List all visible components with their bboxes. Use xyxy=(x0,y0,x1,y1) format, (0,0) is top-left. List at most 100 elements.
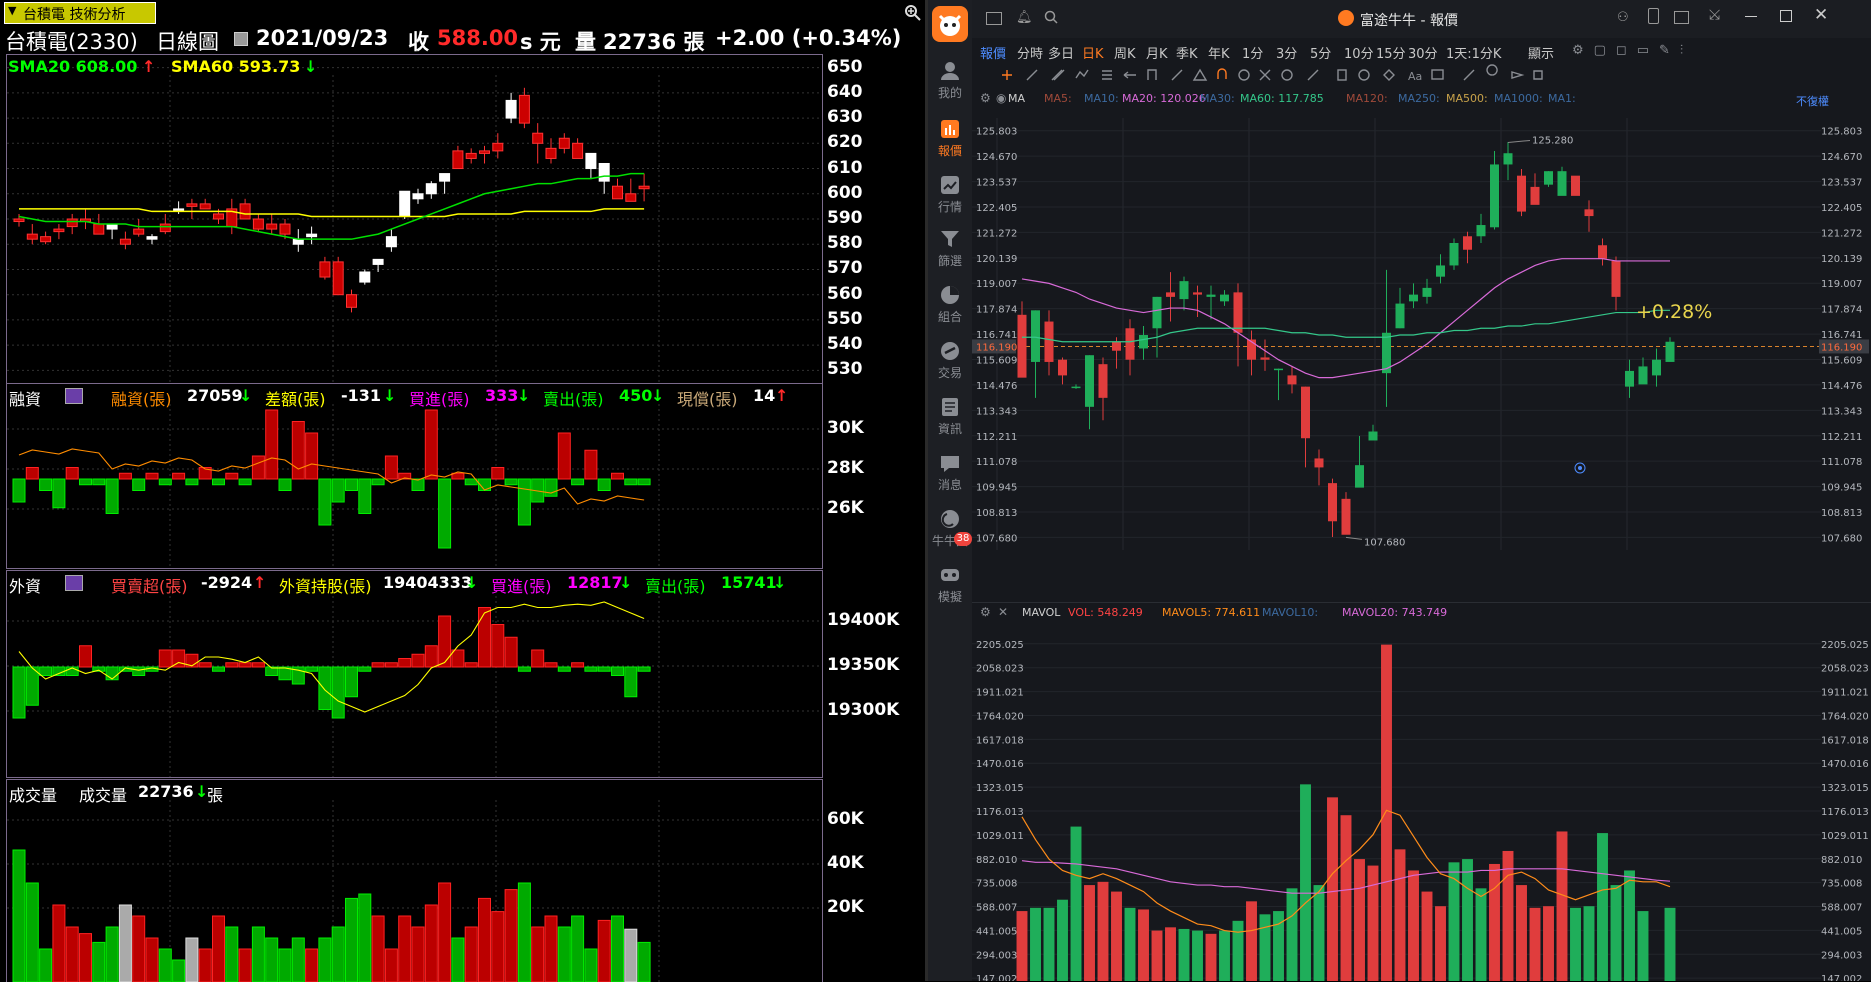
settings-icon[interactable]: ⚙ xyxy=(980,91,991,105)
period-tab[interactable]: 顯示 xyxy=(1528,47,1555,62)
ma-legend-item[interactable]: MA60: 117.785 xyxy=(1240,92,1324,105)
search-icon[interactable] xyxy=(1044,9,1058,28)
price-tick-right: 122.405 xyxy=(1821,203,1862,214)
pin-icon[interactable]: ⤩ xyxy=(1709,7,1721,23)
close-icon[interactable]: ✕ xyxy=(998,605,1009,619)
period-tab[interactable]: 15分 xyxy=(1376,47,1406,62)
price-chart[interactable] xyxy=(7,55,822,383)
volume-chart[interactable] xyxy=(7,780,822,982)
toolbar-icons[interactable]: ⚙▢◻▭✎⫶ xyxy=(1572,43,1694,58)
close-icon[interactable]: ✕ xyxy=(1814,5,1829,25)
candle-body xyxy=(306,233,318,238)
ma-legend-item[interactable]: MA10: xyxy=(1084,92,1119,105)
ma-legend-item[interactable]: MA500: xyxy=(1446,92,1488,105)
candle-body xyxy=(638,185,650,190)
ma-legend-item[interactable]: MA5: xyxy=(1044,92,1072,105)
ma-legend-item[interactable]: MA1000: xyxy=(1494,92,1543,105)
ma-legend-item[interactable]: MA250: xyxy=(1398,92,1440,105)
bell-icon[interactable]: 🔔︎ xyxy=(1016,10,1033,25)
foreign-bar xyxy=(637,666,651,672)
layout-icon[interactable] xyxy=(986,12,1002,25)
volume-bar xyxy=(597,919,611,982)
sidebar-item-news[interactable]: 資訊 xyxy=(928,396,972,437)
settings-icon[interactable]: ⚙ xyxy=(980,605,991,619)
foreign-bar xyxy=(544,662,558,668)
volume-bar xyxy=(92,941,106,982)
period-tab[interactable]: 季K xyxy=(1176,47,1198,62)
sma60-line xyxy=(19,208,645,218)
futu-volume-chart[interactable]: 2205.025 2205.025 2058.023 2058.023 1911.021… xyxy=(972,622,1871,981)
foreign-holding-line xyxy=(18,601,645,713)
legend-value: -2924 xyxy=(201,573,253,592)
phone-icon[interactable] xyxy=(1648,8,1659,24)
menu-icon[interactable] xyxy=(65,388,83,404)
period-tab[interactable]: 30分 xyxy=(1408,47,1438,62)
app-logo[interactable] xyxy=(932,6,968,42)
sidebar-item-message[interactable]: 消息 xyxy=(928,452,972,493)
ma-legend-item[interactable]: MA20: 120.026 xyxy=(1122,92,1206,105)
vol-tick-right: 882.010 xyxy=(1821,855,1862,866)
link-icon[interactable]: ⚇ xyxy=(1617,10,1629,25)
drawing-tools-icons[interactable]: Aa xyxy=(972,62,1572,88)
eye-icon[interactable]: ◉ xyxy=(996,91,1007,105)
period-tab[interactable]: 周K xyxy=(1114,47,1136,62)
period-tab[interactable]: 3分 xyxy=(1276,47,1298,62)
ma-legend-item[interactable]: MA xyxy=(1008,92,1026,105)
period-tab[interactable]: 10分 xyxy=(1344,47,1374,62)
futu-candle-body xyxy=(1638,366,1648,385)
margin-chart[interactable] xyxy=(7,384,822,568)
ma-legend-item[interactable]: MA120: xyxy=(1346,92,1388,105)
mavol-legend-item[interactable]: MAVOL5: 774.611 xyxy=(1162,606,1261,619)
period-tab[interactable]: 報價 xyxy=(980,47,1007,62)
sidebar-item-trade[interactable]: 交易 xyxy=(928,340,972,381)
foreign-bar xyxy=(424,645,438,668)
sidebar-item-portfolio[interactable]: 組合 xyxy=(928,284,972,325)
sidebar-item-filter[interactable]: 篩選 xyxy=(928,228,972,269)
legend-label: 買賣超(張) xyxy=(111,577,188,596)
price-tick-right: 107.680 xyxy=(1821,533,1862,544)
period-tab[interactable]: 多日 xyxy=(1048,47,1075,62)
candle-body xyxy=(213,213,224,220)
mavol-legend-item[interactable]: MAVOL20: 743.749 xyxy=(1342,606,1448,619)
foreign-bar xyxy=(384,662,398,668)
period-tab[interactable]: 分時 xyxy=(1017,47,1044,62)
period-tab[interactable]: 年K xyxy=(1208,47,1230,62)
minimize-icon[interactable] xyxy=(1745,16,1757,17)
ma-legend-item[interactable]: MA30: xyxy=(1200,92,1235,105)
zoom-icon[interactable] xyxy=(904,4,922,22)
margin-bar xyxy=(451,472,465,480)
period-tab[interactable]: 月K xyxy=(1146,47,1168,62)
price-tick-left: 108.813 xyxy=(976,508,1017,519)
futu-volume-bar xyxy=(1435,906,1446,981)
fullscreen-icon[interactable] xyxy=(1674,11,1689,24)
margin-bar xyxy=(358,478,372,514)
period-tab[interactable]: 5分 xyxy=(1310,47,1332,62)
checkbox-icon[interactable] xyxy=(234,32,248,46)
ma-legend-item[interactable]: MA1: xyxy=(1548,92,1576,105)
sidebar-item-market[interactable]: 行情 xyxy=(928,174,972,215)
futu-price-chart[interactable]: 125.803 125.803 124.670 124.670 123.537 123.5… xyxy=(972,110,1871,578)
period-tab[interactable]: 1分 xyxy=(1242,47,1264,62)
futu-candle-body xyxy=(1652,359,1661,376)
sidebar-item-user[interactable]: 我的 xyxy=(928,60,972,101)
margin-bar xyxy=(185,478,199,486)
adjust-label[interactable]: 不復權 xyxy=(1796,95,1829,108)
period-tab[interactable]: 日K xyxy=(1082,47,1104,62)
mavol-legend-item[interactable]: MAVOL xyxy=(1022,606,1061,619)
sidebar-item-quote[interactable]: 報價 xyxy=(928,118,972,159)
mavol-legend-item[interactable]: MAVOL10: xyxy=(1262,606,1319,619)
sidebar-item-label: 報價 xyxy=(937,144,962,158)
margin-bar xyxy=(52,478,66,509)
volume-bar xyxy=(12,849,26,982)
mavol20-line xyxy=(1021,860,1671,894)
margin-tick-label: 30K xyxy=(827,418,864,438)
period-tab[interactable]: 1天:1分K xyxy=(1446,47,1502,62)
title-menu[interactable]: ▼ 台積電 技術分析 xyxy=(4,2,156,24)
window-title: 富途牛牛 - 報價 xyxy=(1360,13,1458,29)
margin-title: 融資 xyxy=(9,390,42,409)
menu-icon[interactable] xyxy=(65,575,83,591)
foreign-chart[interactable] xyxy=(7,571,822,777)
mavol-legend-item[interactable]: VOL: 548.249 xyxy=(1068,606,1143,619)
maximize-icon[interactable] xyxy=(1780,10,1792,22)
sidebar-item-simulate[interactable]: 模擬 xyxy=(928,564,972,605)
